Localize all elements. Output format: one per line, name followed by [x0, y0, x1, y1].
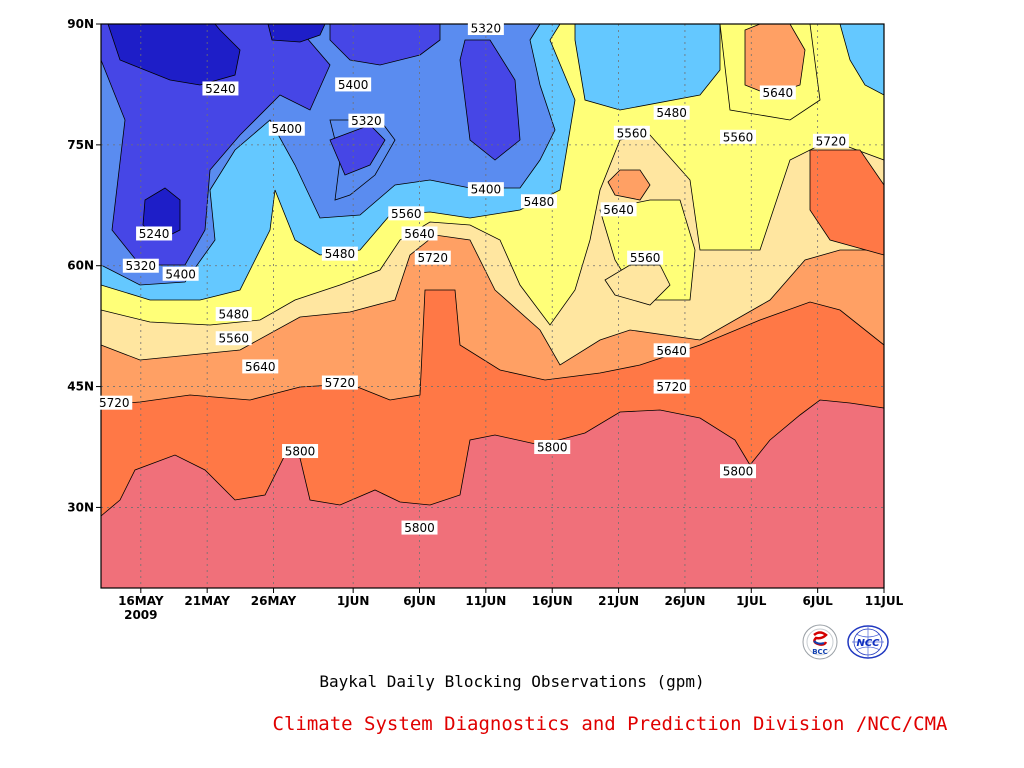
x-tick-label: 21JUN	[598, 594, 639, 608]
contour-label: 5480	[656, 106, 687, 120]
contour-label: 5320	[471, 22, 502, 36]
bcc-logo: BCC	[802, 624, 838, 660]
x-year-label: 2009	[124, 608, 157, 622]
contour-label: 5320	[126, 259, 157, 273]
contour-label: 5640	[603, 203, 634, 217]
contour-label: 5560	[218, 332, 249, 346]
contour-label: 5800	[537, 441, 568, 455]
x-tick-label: 6JUN	[403, 594, 436, 608]
x-tick-label: 16MAY	[118, 594, 164, 608]
x-tick-label: 11JUN	[465, 594, 506, 608]
contour-label: 5720	[325, 376, 356, 390]
contour-label: 5720	[418, 251, 449, 265]
contour-label: 5800	[723, 465, 754, 479]
x-tick-label: 6JUL	[803, 594, 834, 608]
ncc-logo-text: NCC	[856, 638, 880, 649]
x-tick-label: 16JUN	[532, 594, 573, 608]
contour-label: 5720	[99, 396, 130, 410]
contour-label: 5800	[404, 521, 435, 535]
ncc-logo: NCC	[846, 624, 890, 660]
contour-label: 5640	[763, 86, 794, 100]
contour-label: 5400	[165, 267, 196, 281]
contour-label: 5400	[272, 122, 303, 136]
contour-label: 5800	[285, 445, 316, 459]
contour-label: 5720	[656, 380, 687, 394]
contour-label: 5640	[656, 344, 687, 358]
x-tick-label: 26MAY	[251, 594, 297, 608]
contour-label: 5480	[325, 247, 356, 261]
contour-label: 5560	[617, 126, 648, 140]
x-tick-label: 11JUL	[865, 594, 904, 608]
y-tick-label: 45N	[67, 380, 94, 394]
contour-label: 5400	[471, 183, 502, 197]
contour-label: 5400	[338, 78, 369, 92]
y-tick-label: 60N	[67, 259, 94, 273]
y-tick-label: 90N	[67, 17, 94, 31]
bcc-logo-text: BCC	[812, 648, 828, 656]
x-tick-label: 1JUN	[337, 594, 370, 608]
y-tick-label: 75N	[67, 138, 94, 152]
contour-label: 5240	[205, 82, 236, 96]
contour-label: 5560	[391, 207, 422, 221]
contour-label: 5480	[218, 308, 249, 322]
x-tick-label: 21MAY	[184, 594, 230, 608]
contour-label: 5480	[524, 195, 555, 209]
x-tick-label: 1JUL	[736, 594, 767, 608]
y-tick-label: 30N	[67, 500, 94, 514]
credit-line: Climate System Diagnostics and Predictio…	[0, 713, 1024, 735]
band-5640-east-patch	[745, 24, 805, 95]
contour-label: 5640	[404, 227, 435, 241]
contour-label: 5240	[139, 227, 170, 241]
contour-label: 5640	[245, 360, 276, 374]
chart-title: Baykal Daily Blocking Observations (gpm)	[0, 672, 1024, 691]
contour-label: 5320	[351, 114, 382, 128]
x-tick-label: 26JUN	[664, 594, 705, 608]
contour-label: 5560	[630, 251, 661, 265]
contour-label: 5560	[723, 130, 754, 144]
contour-label: 5720	[816, 134, 847, 148]
